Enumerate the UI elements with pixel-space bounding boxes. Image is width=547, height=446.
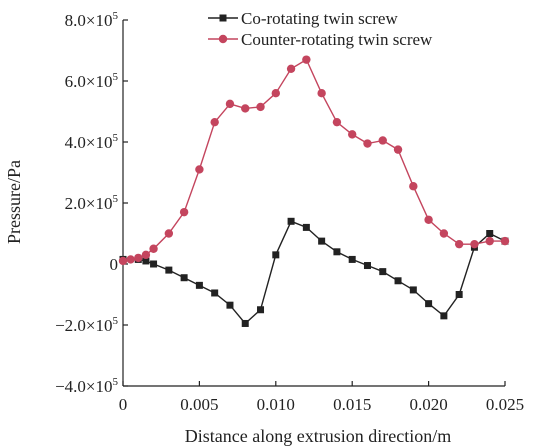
data-point <box>118 256 128 266</box>
data-point <box>272 251 280 259</box>
y-tick-exponent: 5 <box>113 315 119 327</box>
y-tick-mantissa: 8.0×10 <box>65 11 113 30</box>
y-tick-label: −2.0×105 <box>55 315 118 335</box>
y-axis-label: Pressure/Pa <box>4 160 24 244</box>
y-tick-exponent: 5 <box>113 376 119 388</box>
data-point <box>141 250 151 260</box>
data-point <box>363 262 371 270</box>
y-tick-mantissa: 6.0×10 <box>65 72 113 91</box>
y-tick-exponent: 5 <box>113 10 119 22</box>
y-tick-mantissa: −2.0×10 <box>55 316 112 335</box>
y-tick-label: −4.0×105 <box>55 376 118 396</box>
data-point <box>164 229 174 238</box>
data-point <box>286 64 296 74</box>
data-point <box>302 223 310 231</box>
data-point <box>241 104 250 113</box>
x-tick-label: 0.015 <box>333 395 371 414</box>
y-tick-exponent: 5 <box>113 132 119 144</box>
series-layer <box>118 55 510 327</box>
data-point <box>425 300 433 308</box>
data-point <box>210 117 219 127</box>
y-tick-exponent: 5 <box>113 193 119 205</box>
legend-label: Counter-rotating twin screw <box>241 30 433 49</box>
legend: Co-rotating twin screw Counter-rotating t… <box>208 9 433 49</box>
x-tick-label: 0 <box>119 395 128 414</box>
y-tick-mantissa: −4.0×10 <box>55 377 112 396</box>
y-tick-label: 4.0×105 <box>65 132 119 152</box>
data-point <box>150 260 158 268</box>
data-point <box>257 306 265 314</box>
data-point <box>211 289 219 297</box>
data-point <box>379 268 387 276</box>
data-point <box>454 239 464 249</box>
x-tick-label: 0.020 <box>409 395 447 414</box>
y-tick-label: 8.0×105 <box>65 10 119 30</box>
data-point <box>333 248 341 256</box>
data-point <box>348 255 356 263</box>
data-point <box>455 291 463 298</box>
data-point <box>378 136 387 145</box>
legend-marker <box>218 34 228 44</box>
data-point <box>424 215 433 224</box>
data-point <box>226 301 234 309</box>
data-point <box>439 229 449 238</box>
data-point <box>470 239 479 249</box>
data-point <box>142 257 150 265</box>
data-point <box>302 55 311 64</box>
data-point <box>500 236 510 246</box>
data-point <box>332 117 342 127</box>
y-tick-label: 6.0×105 <box>65 71 119 91</box>
x-tick-label: 0.025 <box>486 395 524 414</box>
data-point <box>256 102 265 112</box>
y-tick-mantissa: 2.0×10 <box>65 194 113 213</box>
data-point <box>126 255 135 264</box>
data-point <box>225 99 235 109</box>
x-tick-label: 0.005 <box>180 395 218 414</box>
y-tick-exponent: 5 <box>113 71 119 83</box>
y-tick-mantissa: 4.0×10 <box>65 133 113 152</box>
data-point <box>485 236 494 246</box>
series-line-2 <box>122 58 505 262</box>
data-point <box>271 89 280 98</box>
data-point <box>317 89 326 98</box>
data-point <box>180 274 188 282</box>
data-point <box>195 165 204 174</box>
legend-label: Co-rotating twin screw <box>241 9 398 28</box>
data-point <box>363 139 372 148</box>
data-point <box>179 207 189 217</box>
data-point <box>149 244 158 253</box>
data-point <box>241 319 249 327</box>
data-point <box>409 182 418 191</box>
y-tick-label: 2.0×105 <box>65 193 119 213</box>
data-point <box>348 130 357 139</box>
data-point <box>165 266 173 274</box>
legend-marker <box>219 14 227 22</box>
data-point <box>195 281 203 289</box>
y-tick-mantissa: 0 <box>110 255 119 274</box>
data-point <box>393 145 403 154</box>
data-point <box>440 312 448 320</box>
y-tick-label: 0 <box>110 255 119 274</box>
data-point <box>287 217 295 225</box>
data-point <box>318 237 326 245</box>
data-point <box>394 277 402 285</box>
x-tick-label: 0.010 <box>257 395 295 414</box>
y-axis-ticks: −4.0×105−2.0×10502.0×1054.0×1056.0×1058.… <box>55 10 128 396</box>
data-point <box>134 253 143 263</box>
x-axis-ticks: 0 0.005 0.010 0.015 0.020 0.025 <box>119 381 524 414</box>
data-point <box>409 286 417 294</box>
x-axis-label: Distance along extrusion direction/m <box>185 426 451 446</box>
data-point <box>486 230 494 237</box>
